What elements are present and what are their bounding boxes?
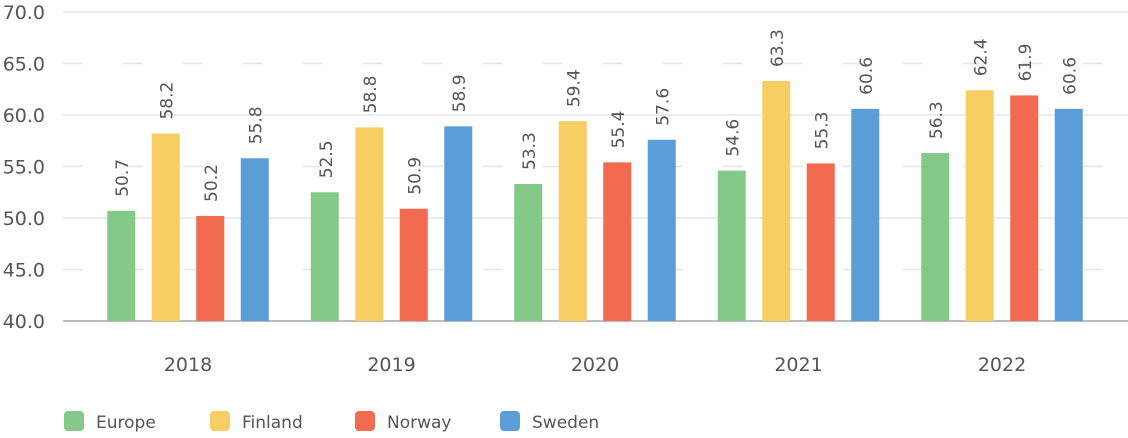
bar-europe [107, 210, 136, 321]
y-tick-label: 70.0 [3, 2, 45, 24]
y-tick-label: 55.0 [3, 157, 45, 179]
data-label: 60.6 [857, 57, 877, 95]
bar-europe [717, 170, 746, 321]
data-label: 59.4 [565, 69, 585, 107]
y-tick-label: 60.0 [3, 105, 45, 127]
bar-sweden [851, 108, 880, 321]
data-label: 53.3 [520, 132, 540, 170]
data-label: 61.9 [1016, 44, 1036, 82]
bar-finland [762, 81, 791, 321]
legend-label: Finland [242, 413, 303, 433]
data-label: 58.2 [158, 82, 178, 120]
data-label: 57.6 [654, 88, 674, 126]
legend-swatch-europe [64, 411, 84, 431]
data-label: 56.3 [927, 101, 947, 139]
bar-norway [399, 208, 428, 321]
data-label: 58.9 [450, 74, 470, 112]
x-tick-label: 2022 [978, 354, 1026, 376]
x-tick-label: 2020 [571, 354, 619, 376]
data-label: 60.6 [1061, 57, 1081, 95]
bar-finland [151, 133, 180, 321]
legend-swatch-sweden [500, 411, 520, 431]
bar-sweden [647, 139, 676, 321]
bar-finland [965, 90, 994, 321]
data-label: 58.8 [361, 76, 381, 114]
bar-finland [558, 121, 587, 322]
bar-europe [514, 184, 543, 321]
data-label: 55.4 [609, 111, 629, 149]
legend-label: Europe [96, 413, 156, 433]
x-tick-label: 2019 [367, 354, 415, 376]
bar-europe [310, 192, 339, 321]
data-label: 52.5 [317, 140, 337, 178]
bar-norway [603, 162, 632, 321]
data-label: 55.8 [247, 106, 267, 144]
y-tick-label: 50.0 [3, 208, 45, 230]
data-label: 63.3 [768, 29, 788, 67]
legend-swatch-norway [355, 411, 375, 431]
bar-europe [921, 153, 950, 321]
bar-norway [1010, 95, 1039, 322]
bar-norway [196, 215, 225, 321]
bar-sweden [240, 158, 269, 321]
bar-norway [806, 163, 835, 321]
bar-finland [355, 127, 384, 321]
y-tick-label: 45.0 [3, 260, 45, 282]
legend-swatch-finland [210, 411, 230, 431]
data-label: 54.6 [724, 119, 744, 157]
bar-sweden [1054, 108, 1083, 321]
data-label: 50.2 [202, 164, 222, 202]
legend-label: Sweden [532, 413, 599, 433]
y-tick-label: 65.0 [3, 54, 45, 76]
legend-label: Norway [387, 413, 452, 433]
data-label: 50.9 [406, 157, 426, 195]
y-tick-label: 40.0 [3, 311, 45, 333]
data-label: 55.3 [813, 112, 833, 150]
data-label: 50.7 [113, 159, 133, 197]
x-tick-label: 2021 [774, 354, 822, 376]
x-tick-label: 2018 [164, 354, 212, 376]
bar-sweden [444, 126, 473, 321]
data-label: 62.4 [972, 38, 992, 76]
